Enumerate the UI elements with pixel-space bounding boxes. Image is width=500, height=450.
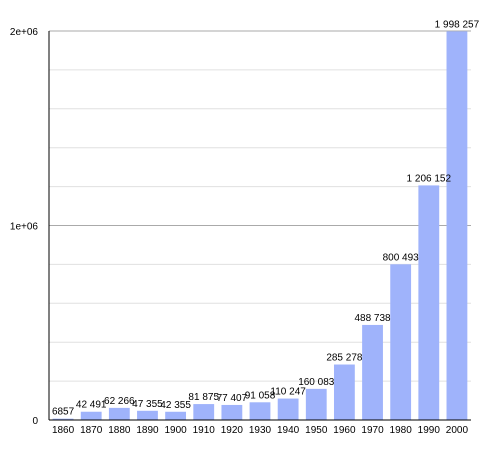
x-tick-label-1860: 1860 (52, 425, 75, 436)
bars (52, 31, 468, 420)
x-tick-label-1930: 1930 (249, 425, 272, 436)
x-tick-label-1920: 1920 (221, 425, 244, 436)
data-label-1900: 42 355 (160, 400, 191, 411)
data-label-1860: 6857 (52, 407, 75, 418)
bar-2000 (446, 31, 468, 420)
bar-1990 (418, 185, 440, 420)
x-tick-label-1870: 1870 (80, 425, 103, 436)
y-tick-label: 1e+06 (10, 222, 39, 233)
y-tick-labels: 0 1e+06 2e+06 (10, 27, 39, 427)
bar-1950 (305, 388, 327, 420)
data-label-1980: 800 493 (383, 252, 420, 263)
bar-1890 (137, 410, 158, 420)
x-tick-label-1960: 1960 (333, 425, 356, 436)
bar-1970 (362, 324, 383, 420)
x-tick-label-1880: 1880 (108, 425, 131, 436)
bar-1910 (193, 404, 215, 420)
data-label-1910: 81 875 (188, 392, 219, 403)
axes (48, 31, 471, 421)
x-tick-label-1910: 1910 (193, 425, 216, 436)
x-tick-label-2000: 2000 (446, 425, 469, 436)
data-label-1940: 110 247 (270, 387, 306, 398)
y-tick-label: 0 (32, 416, 38, 427)
bar-1900 (165, 411, 187, 420)
gridlines (49, 30, 471, 382)
data-label-1960: 285 278 (326, 353, 363, 364)
x-tick-label-1940: 1940 (277, 425, 300, 436)
data-label-1990: 1 206 152 (407, 173, 452, 184)
data-label-1920: 77 407 (217, 393, 248, 404)
x-tick-label-1970: 1970 (361, 425, 384, 436)
data-label-1890: 47 355 (132, 399, 163, 410)
bar-1940 (277, 398, 299, 420)
data-label-1870: 42 491 (76, 400, 107, 411)
y-tick-label: 2e+06 (10, 27, 39, 38)
bar-1870 (80, 411, 102, 420)
data-label-1930: 91 058 (245, 390, 276, 401)
bar-1930 (249, 402, 271, 420)
bar-1860 (52, 418, 74, 420)
data-label-2000: 1 998 257 (435, 19, 480, 30)
x-tick-label-1980: 1980 (390, 425, 413, 436)
x-tick-labels: 1860 1870 1880 1890 1900 1910 1920 1930 1940 1950… (52, 425, 469, 436)
bar-1920 (221, 404, 243, 420)
bar-1980 (390, 264, 412, 420)
bar-1960 (333, 364, 355, 420)
data-label-1880: 62 266 (104, 396, 135, 407)
x-tick-label-1900: 1900 (164, 425, 187, 436)
x-tick-label-1950: 1950 (305, 425, 328, 436)
data-label-1950: 160 083 (298, 377, 335, 388)
x-tick-label-1990: 1990 (418, 425, 441, 436)
x-tick-label-1890: 1890 (136, 425, 159, 436)
data-label-1970: 488 738 (354, 313, 391, 324)
bar-1880 (108, 407, 130, 420)
